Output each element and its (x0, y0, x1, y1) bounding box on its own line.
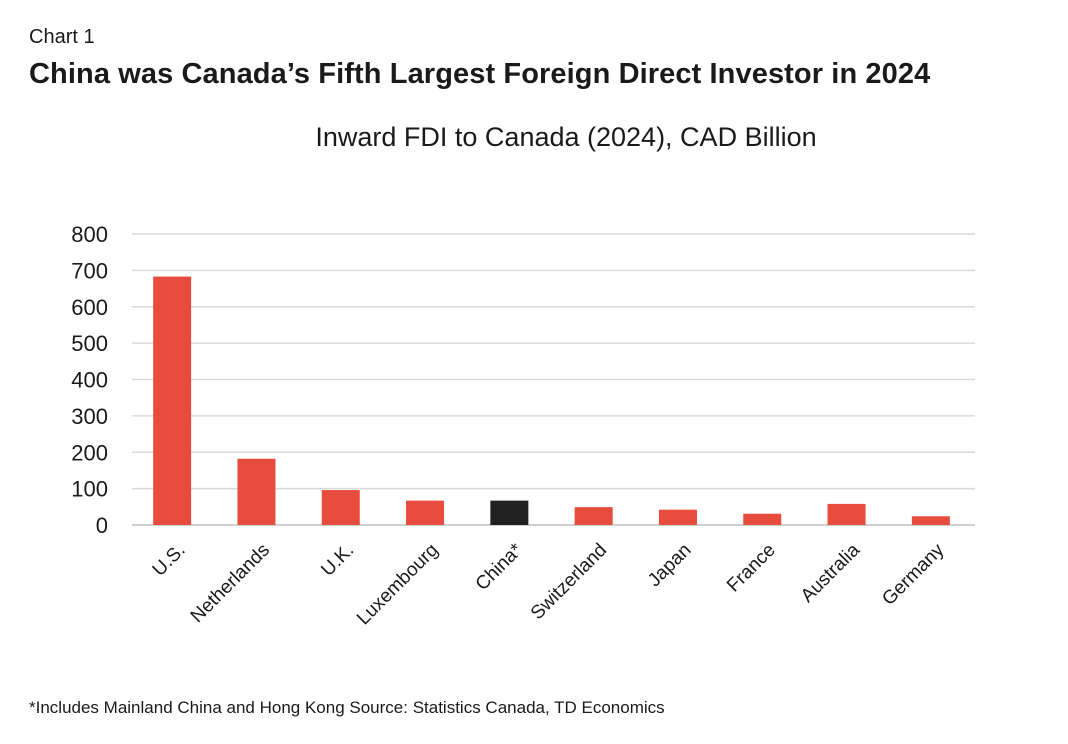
x-tick-label: Luxembourg (353, 540, 443, 630)
y-tick-label: 0 (96, 513, 108, 538)
bar-japan (658, 509, 697, 525)
y-tick-label: 400 (71, 368, 108, 393)
gridlines (132, 233, 975, 526)
x-tick-label: Germany (878, 539, 948, 609)
bar-switzerland (574, 507, 613, 525)
bar-germany (911, 516, 950, 525)
y-tick-label: 200 (71, 440, 108, 465)
chart-title: Inward FDI to Canada (2024), CAD Billion (315, 122, 817, 152)
bar-china (490, 500, 529, 525)
y-tick-label: 800 (71, 222, 108, 247)
bar-chart: 0 100 200 300 400 500 600 700 800 U.S.Netherland… (71, 222, 975, 629)
x-tick-label: China* (472, 539, 528, 595)
footnote: *Includes Mainland China and Hong Kong S… (29, 698, 665, 717)
x-tick-label: Netherlands (187, 540, 274, 627)
x-tick-label: Switzerland (527, 540, 611, 624)
x-tick-label: Australia (797, 539, 864, 606)
x-tick-label: U.S. (149, 540, 190, 581)
chart-number: Chart 1 (29, 26, 95, 48)
bar-netherlands (237, 458, 276, 525)
x-tick-label: France (723, 540, 780, 597)
page-title: China was Canada’s Fifth Largest Foreign… (29, 58, 931, 90)
x-tick-label: Japan (644, 540, 695, 591)
x-tick-label: U.K. (317, 540, 358, 581)
y-tick-label: 300 (71, 404, 108, 429)
y-axis: 0 100 200 300 400 500 600 700 800 (71, 222, 108, 538)
bars (153, 276, 950, 525)
bar-u-k (321, 490, 360, 525)
bar-france (743, 513, 782, 525)
bar-australia (827, 503, 866, 525)
bar-luxembourg (406, 500, 445, 525)
x-axis: U.S.Netherlands U.K.Luxembourg China* Switz… (149, 539, 949, 629)
bar-u-s (153, 276, 192, 525)
y-tick-label: 100 (71, 477, 108, 502)
y-tick-label: 600 (71, 295, 108, 320)
y-tick-label: 500 (71, 331, 108, 356)
y-tick-label: 700 (71, 258, 108, 283)
